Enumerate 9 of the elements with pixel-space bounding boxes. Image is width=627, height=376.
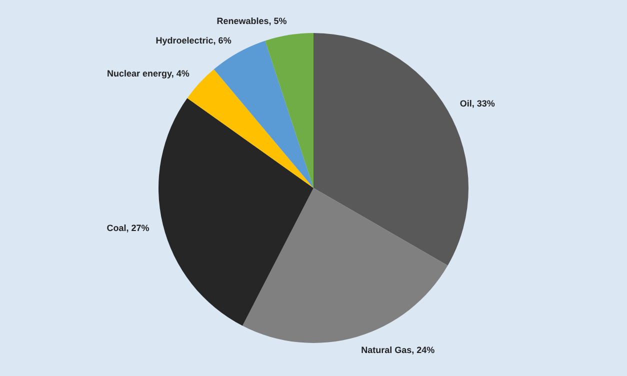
slice-label: Oil, 33% xyxy=(460,98,495,108)
slice-label: Hydroelectric, 6% xyxy=(156,35,232,46)
pie-slice xyxy=(158,98,314,326)
pie-slice xyxy=(242,188,448,343)
slice-label: Natural Gas, 24% xyxy=(361,345,435,356)
slice-label: Nuclear energy, 4% xyxy=(106,68,190,78)
slice-label: Renewables, 5% xyxy=(216,16,287,26)
pie-slice xyxy=(265,33,314,188)
slice-label: Coal, 27% xyxy=(106,222,150,233)
